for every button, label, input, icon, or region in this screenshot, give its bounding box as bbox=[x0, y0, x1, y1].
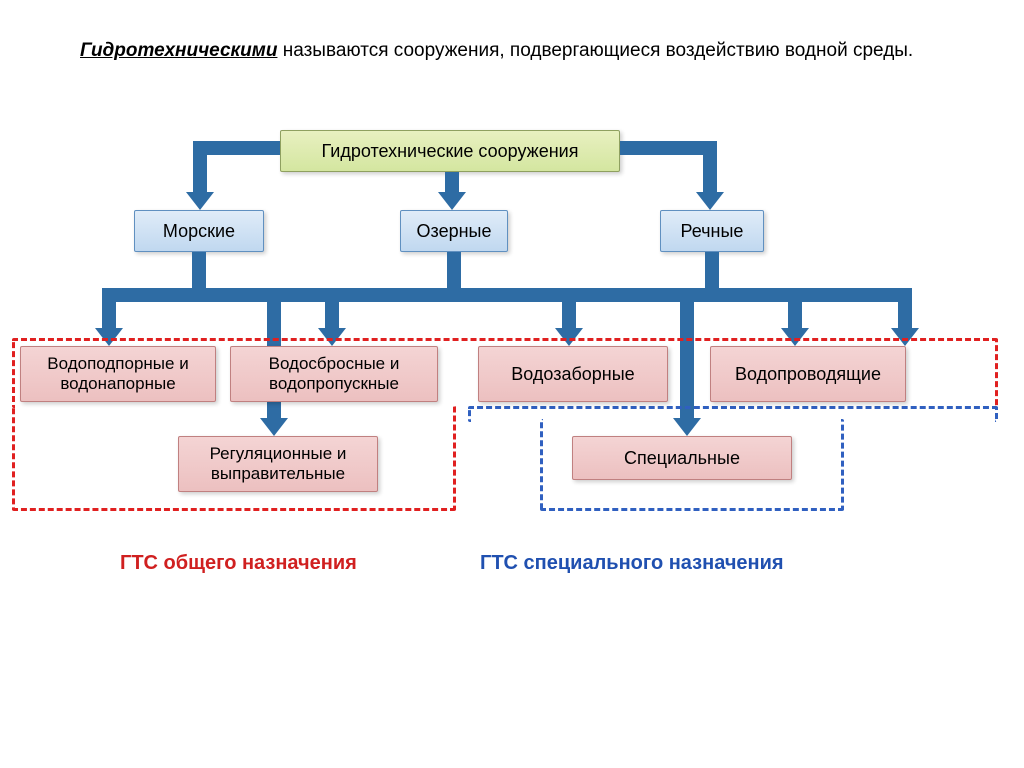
label-sea: Морские bbox=[163, 221, 235, 242]
intro-text: Гидротехническими называются сооружения,… bbox=[80, 38, 944, 65]
legend-general: ГТС общего назначения bbox=[120, 552, 357, 575]
arrow-root-to-lake bbox=[438, 172, 466, 212]
intro-underlined: Гидротехническими bbox=[80, 40, 277, 61]
drop-c bbox=[562, 288, 576, 328]
label-spec: Специальные bbox=[624, 448, 740, 469]
node-b: Водосбросные и водопропускные bbox=[230, 346, 438, 402]
label-river: Речные bbox=[681, 221, 744, 242]
legend-special: ГТС специального назначения bbox=[480, 552, 784, 575]
node-a: Водоподпорные и водонапорные bbox=[20, 346, 216, 402]
intro-rest: называются сооружения, подвергающиеся во… bbox=[277, 40, 913, 61]
drop-b bbox=[325, 288, 339, 328]
label-c: Водозаборные bbox=[511, 364, 634, 385]
arrow-root-to-river bbox=[620, 148, 730, 218]
drop-right-end bbox=[898, 288, 912, 328]
label-a: Водоподпорные и водонапорные bbox=[29, 354, 207, 394]
stub-sea bbox=[192, 252, 206, 288]
node-spec: Специальные bbox=[572, 436, 792, 480]
label-b: Водосбросные и водопропускные bbox=[239, 354, 429, 394]
drop-a bbox=[102, 288, 116, 328]
arrow-root-to-sea bbox=[180, 148, 290, 218]
drop-d bbox=[788, 288, 802, 328]
stub-lake bbox=[447, 252, 461, 288]
node-c: Водозаборные bbox=[478, 346, 668, 402]
label-d: Водопроводящие bbox=[735, 364, 881, 385]
node-lake: Озерные bbox=[400, 210, 508, 252]
node-reg: Регуляционные и выправительные bbox=[178, 436, 378, 492]
label-lake: Озерные bbox=[417, 221, 492, 242]
node-river: Речные bbox=[660, 210, 764, 252]
root-label: Гидротехнические сооружения bbox=[322, 141, 579, 162]
root-node: Гидротехнические сооружения bbox=[280, 130, 620, 172]
node-sea: Морские bbox=[134, 210, 264, 252]
label-reg: Регуляционные и выправительные bbox=[187, 444, 369, 484]
stub-river bbox=[705, 252, 719, 288]
node-d: Водопроводящие bbox=[710, 346, 906, 402]
